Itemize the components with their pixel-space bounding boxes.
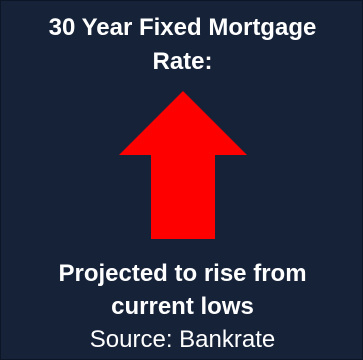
source-label: Source: Bankrate: [89, 326, 276, 353]
projection-line-2: current lows: [111, 293, 254, 320]
projection-text: Projected to rise from current lows: [1, 257, 363, 323]
up-arrow-icon: [119, 91, 247, 239]
title-line-2: Rate:: [152, 48, 213, 75]
up-arrow-shape: [119, 91, 247, 239]
projection-line-1: Projected to rise from: [58, 260, 307, 287]
card-title: 30 Year Fixed Mortgage Rate:: [1, 11, 363, 79]
title-line-1: 30 Year Fixed Mortgage: [48, 14, 317, 41]
